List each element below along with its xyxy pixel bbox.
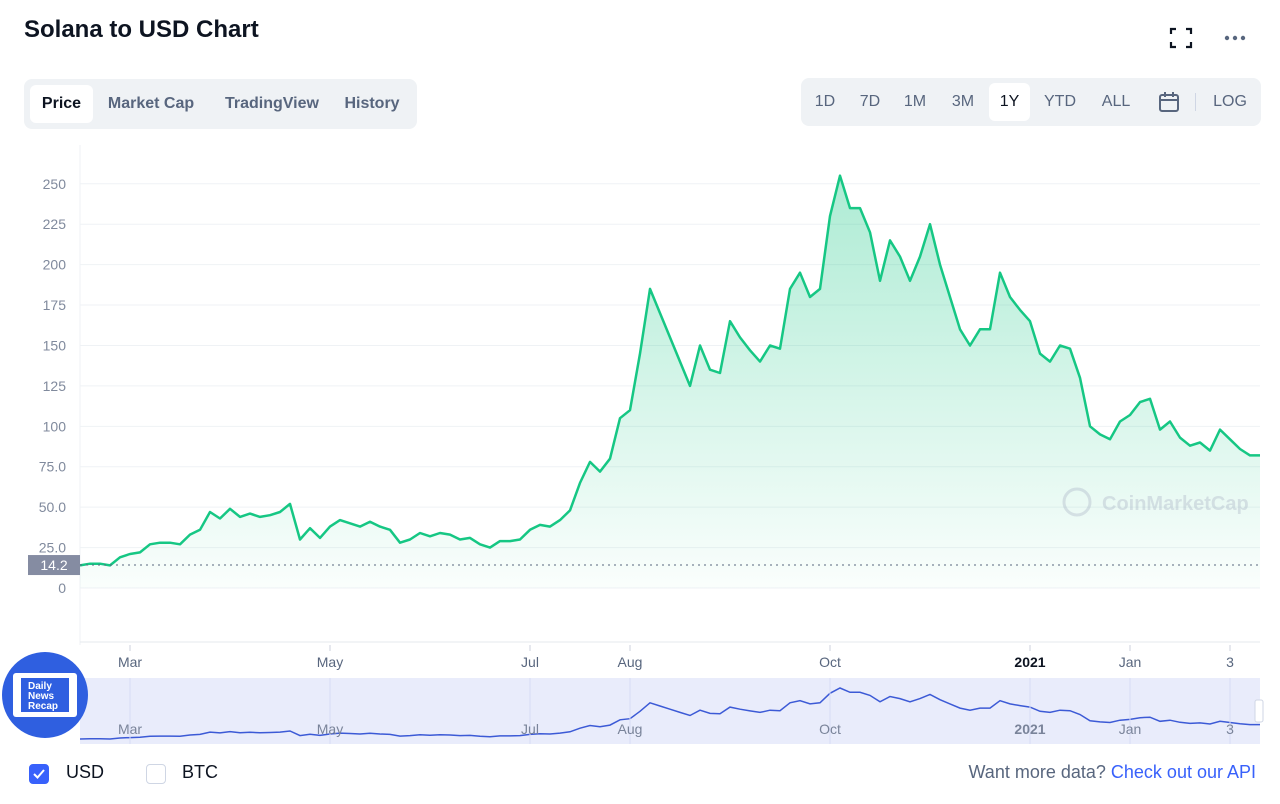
tab[interactable]: TradingView: [225, 95, 319, 112]
tab[interactable]: History: [344, 95, 400, 112]
y-tick-label: 250: [43, 176, 67, 192]
range-button[interactable]: LOG: [1213, 93, 1247, 110]
navigator-label: Aug: [618, 721, 643, 737]
range-button[interactable]: ALL: [1101, 93, 1131, 110]
btc-checkbox[interactable]: [146, 764, 166, 784]
x-tick-label: Oct: [819, 654, 841, 670]
y-tick-label: 25.0: [39, 540, 66, 556]
range-button[interactable]: YTD: [1044, 93, 1076, 110]
navigator-handle: [1254, 699, 1264, 723]
currency-label: USD: [66, 762, 105, 782]
range-button[interactable]: 1D: [814, 93, 836, 110]
tab[interactable]: Market Cap: [107, 95, 195, 112]
watermark: CoinMarketCap: [1062, 487, 1249, 517]
y-tick-label: 75.0: [39, 459, 66, 475]
watermark-text: CoinMarketCap: [1102, 493, 1249, 515]
fullscreen-icon[interactable]: [1168, 26, 1194, 50]
navigator-label: 2021: [1014, 721, 1045, 737]
range-bar: 1D 7D 1M 3M 1Y YTD ALL LOG: [801, 78, 1261, 126]
y-tick-label: 225: [43, 216, 67, 232]
y-tick-label: 175: [43, 297, 67, 313]
usd-checkbox[interactable]: [29, 764, 49, 784]
current-price-label: 14.2: [40, 557, 67, 573]
x-tick-label: 3: [1226, 654, 1234, 670]
navigator-label: Oct: [819, 721, 841, 737]
x-tick-label: May: [317, 654, 343, 670]
navigator-line: [79, 687, 1260, 740]
badge-inner: [21, 678, 69, 712]
y-tick-label: 125: [43, 378, 67, 394]
navigator-label: May: [317, 721, 343, 737]
range-button[interactable]: 1M: [903, 93, 927, 110]
current-price-box: [28, 555, 80, 576]
x-tick-label: Mar: [118, 654, 142, 670]
y-tick-label: 150: [43, 337, 67, 353]
badge-text: Recap: [28, 701, 58, 712]
x-tick-label: Jan: [1119, 654, 1142, 670]
calendar-icon[interactable]: [1158, 91, 1180, 113]
navigator-label: Jan: [1119, 721, 1142, 737]
tab-bar: Price Market Cap TradingView History: [24, 79, 417, 129]
navigator-label: Mar: [118, 721, 142, 737]
chart-title: Solana to USD Chart: [24, 16, 259, 43]
y-tick-label: 100: [43, 418, 67, 434]
api-link[interactable]: Check out our API: [1110, 762, 1256, 782]
y-tick-label: 0: [58, 580, 66, 596]
badge-text: Daily: [28, 681, 52, 692]
divider: [1195, 93, 1196, 111]
navigator-bg: [80, 678, 1260, 744]
price-area: [80, 175, 1260, 588]
range-button[interactable]: 3M: [951, 93, 975, 110]
api-prompt: Want more data? Check out our API: [968, 762, 1256, 783]
badge-text: News: [28, 691, 55, 702]
watermark-logo: [1062, 487, 1092, 517]
range-button[interactable]: 7D: [859, 93, 881, 110]
x-tick-label: Aug: [618, 654, 643, 670]
y-tick-label: 200: [43, 257, 67, 273]
currency-label: BTC: [182, 762, 218, 782]
navigator-label: 3: [1226, 721, 1234, 737]
prompt: Want more data?: [968, 762, 1106, 782]
y-tick-label: 50.0: [39, 499, 66, 515]
navigator-label: Jul: [521, 721, 539, 737]
tab[interactable]: Price: [30, 85, 93, 123]
x-tick-label: Jul: [521, 654, 539, 670]
more-icon[interactable]: [1222, 30, 1248, 46]
range-button[interactable]: 1Y: [989, 83, 1030, 121]
price-line: [79, 174, 1260, 567]
x-tick-label: 2021: [1014, 654, 1045, 670]
